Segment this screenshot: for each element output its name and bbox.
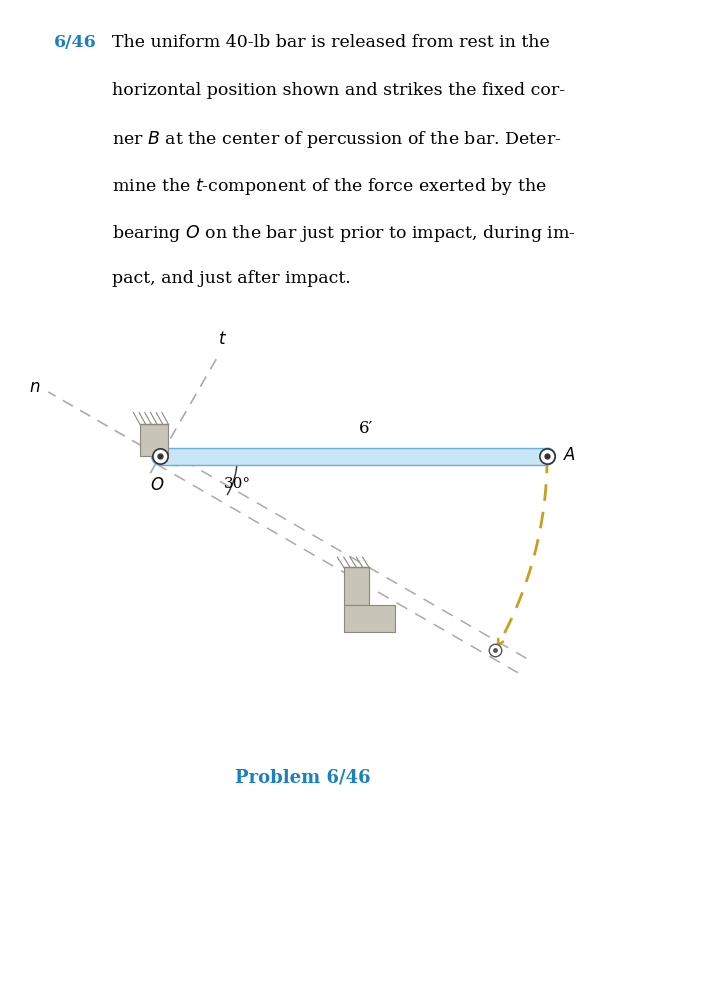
Text: 30°: 30° <box>223 477 251 492</box>
Text: $B$: $B$ <box>356 580 368 597</box>
Text: bearing $O$ on the bar just prior to impact, during im-: bearing $O$ on the bar just prior to imp… <box>112 223 575 244</box>
Text: $n$: $n$ <box>29 378 40 395</box>
Bar <box>160 448 547 465</box>
Text: $O$: $O$ <box>150 477 164 494</box>
Bar <box>344 605 395 632</box>
Text: Problem 6/46: Problem 6/46 <box>235 769 370 786</box>
Bar <box>140 425 168 456</box>
Text: horizontal position shown and strikes the fixed cor-: horizontal position shown and strikes th… <box>112 82 564 98</box>
Bar <box>344 567 369 605</box>
Text: 6/46: 6/46 <box>54 34 96 51</box>
Polygon shape <box>547 448 555 465</box>
Text: mine the $t$-component of the force exerted by the: mine the $t$-component of the force exer… <box>112 176 546 197</box>
Polygon shape <box>152 448 160 465</box>
Text: ner $B$ at the center of percussion of the bar. Deter-: ner $B$ at the center of percussion of t… <box>112 129 561 149</box>
Text: 6′: 6′ <box>359 420 374 437</box>
Text: The uniform 40-lb bar is released from rest in the: The uniform 40-lb bar is released from r… <box>112 34 549 51</box>
Text: pact, and just after impact.: pact, and just after impact. <box>112 270 351 287</box>
Text: $t$: $t$ <box>218 330 228 348</box>
Text: $A$: $A$ <box>563 446 576 464</box>
